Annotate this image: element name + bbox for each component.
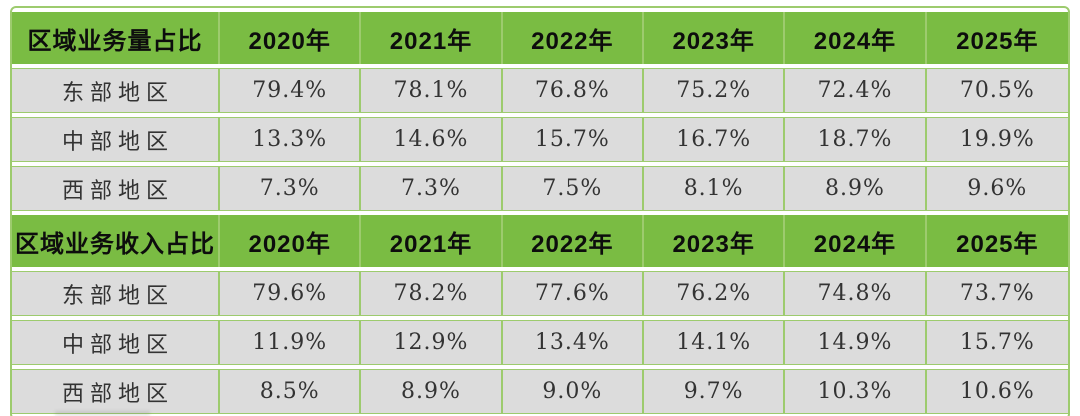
- region-label: 中部地区: [12, 320, 220, 365]
- value-cell: 10.6%: [926, 369, 1068, 414]
- table-row: 西部地区 8.5% 8.9% 9.0% 9.7% 10.3% 10.6%: [12, 369, 1068, 414]
- value-cell: 79.4%: [220, 68, 362, 113]
- year-header: 2025年: [926, 215, 1068, 267]
- value-cell: 8.1%: [643, 166, 786, 211]
- section-title-revenue: 区域业务收入占比: [12, 215, 220, 267]
- year-header: 2020年: [220, 215, 362, 267]
- value-cell: 19.9%: [926, 117, 1068, 162]
- cropped-text-artifact: [55, 411, 150, 416]
- value-cell: 9.0%: [502, 369, 644, 414]
- regional-share-table: 区域业务量占比 2020年 2021年 2022年 2023年 2024年 20…: [10, 6, 1070, 416]
- table-row: 东部地区 79.4% 78.1% 76.8% 75.2% 72.4% 70.5%: [12, 68, 1068, 113]
- value-cell: 18.7%: [785, 117, 927, 162]
- value-cell: 13.4%: [502, 320, 644, 365]
- value-cell: 15.7%: [926, 320, 1068, 365]
- region-label: 东部地区: [12, 271, 220, 316]
- year-header: 2021年: [361, 215, 503, 267]
- value-cell: 14.6%: [361, 117, 503, 162]
- year-header: 2023年: [643, 12, 786, 64]
- value-cell: 76.8%: [502, 68, 644, 113]
- value-cell: 7.3%: [220, 166, 362, 211]
- value-cell: 79.6%: [220, 271, 362, 316]
- year-header: 2023年: [643, 215, 786, 267]
- value-cell: 13.3%: [220, 117, 362, 162]
- table-row: 中部地区 11.9% 12.9% 13.4% 14.1% 14.9% 15.7%: [12, 320, 1068, 365]
- value-cell: 70.5%: [926, 68, 1068, 113]
- value-cell: 8.9%: [785, 166, 927, 211]
- year-header: 2020年: [220, 12, 362, 64]
- value-cell: 7.5%: [502, 166, 644, 211]
- year-header: 2022年: [502, 215, 644, 267]
- value-cell: 78.2%: [361, 271, 503, 316]
- value-cell: 8.5%: [220, 369, 362, 414]
- table-row: 中部地区 13.3% 14.6% 15.7% 16.7% 18.7% 19.9%: [12, 117, 1068, 162]
- value-cell: 14.9%: [785, 320, 927, 365]
- value-cell: 9.7%: [643, 369, 786, 414]
- value-cell: 8.9%: [361, 369, 503, 414]
- region-label: 西部地区: [12, 166, 220, 211]
- year-header: 2024年: [785, 215, 927, 267]
- value-cell: 72.4%: [785, 68, 927, 113]
- section-title-volume: 区域业务量占比: [12, 12, 220, 64]
- value-cell: 77.6%: [502, 271, 644, 316]
- value-cell: 73.7%: [926, 271, 1068, 316]
- value-cell: 16.7%: [643, 117, 786, 162]
- value-cell: 74.8%: [785, 271, 927, 316]
- region-label: 西部地区: [12, 369, 220, 414]
- value-cell: 9.6%: [926, 166, 1068, 211]
- section-header-revenue: 区域业务收入占比 2020年 2021年 2022年 2023年 2024年 2…: [12, 215, 1068, 267]
- year-header: 2025年: [926, 12, 1068, 64]
- value-cell: 14.1%: [643, 320, 786, 365]
- table-row: 东部地区 79.6% 78.2% 77.6% 76.2% 74.8% 73.7%: [12, 271, 1068, 316]
- value-cell: 7.3%: [361, 166, 503, 211]
- year-header: 2021年: [361, 12, 503, 64]
- year-header: 2022年: [502, 12, 644, 64]
- value-cell: 78.1%: [361, 68, 503, 113]
- table-row: 西部地区 7.3% 7.3% 7.5% 8.1% 8.9% 9.6%: [12, 166, 1068, 211]
- value-cell: 76.2%: [643, 271, 786, 316]
- value-cell: 15.7%: [502, 117, 644, 162]
- section-header-volume: 区域业务量占比 2020年 2021年 2022年 2023年 2024年 20…: [12, 12, 1068, 64]
- value-cell: 75.2%: [643, 68, 786, 113]
- share-table: 区域业务量占比 2020年 2021年 2022年 2023年 2024年 20…: [12, 8, 1068, 416]
- value-cell: 12.9%: [361, 320, 503, 365]
- year-header: 2024年: [785, 12, 927, 64]
- value-cell: 10.3%: [785, 369, 927, 414]
- value-cell: 11.9%: [220, 320, 362, 365]
- region-label: 东部地区: [12, 68, 220, 113]
- region-label: 中部地区: [12, 117, 220, 162]
